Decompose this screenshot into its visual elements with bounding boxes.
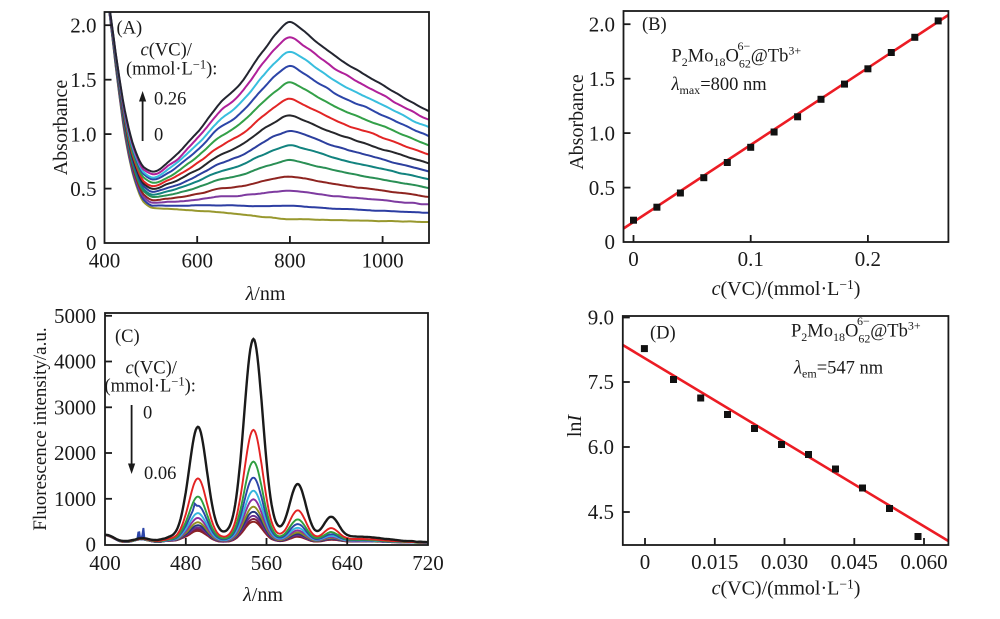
svg-text:Absorbance: Absorbance <box>566 74 588 170</box>
svg-text:c(VC)/: c(VC)/ <box>126 359 178 379</box>
svg-text:λ/nm: λ/nm <box>242 584 283 606</box>
svg-text:800: 800 <box>274 249 306 273</box>
svg-text:2000: 2000 <box>54 441 96 465</box>
svg-text:0: 0 <box>86 231 97 255</box>
svg-text:4.5: 4.5 <box>588 500 614 524</box>
svg-text:Fluorescence intensity/a.u.: Fluorescence intensity/a.u. <box>30 327 51 530</box>
svg-text:0.2: 0.2 <box>855 247 881 271</box>
svg-text:0.060: 0.060 <box>900 550 947 574</box>
svg-text:c(VC)/(mmol·L−1): c(VC)/(mmol·L−1) <box>712 277 861 300</box>
svg-text:0.1: 0.1 <box>738 247 764 271</box>
svg-text:Absorbance: Absorbance <box>50 80 72 176</box>
svg-text:(B): (B) <box>642 15 667 35</box>
svg-text:(C): (C) <box>115 327 140 347</box>
svg-text:1000: 1000 <box>362 249 404 273</box>
svg-text:lnI: lnI <box>564 414 586 438</box>
svg-text:0: 0 <box>143 404 152 424</box>
svg-text:400: 400 <box>89 551 121 575</box>
svg-text:λem=547 nm: λem=547 nm <box>793 359 884 381</box>
svg-text:5000: 5000 <box>54 304 96 328</box>
svg-text:0: 0 <box>86 533 97 557</box>
svg-text:7.5: 7.5 <box>588 370 614 394</box>
svg-text:560: 560 <box>251 551 283 575</box>
svg-text:0.045: 0.045 <box>831 550 878 574</box>
svg-text:6.0: 6.0 <box>588 435 614 459</box>
svg-text:λ/nm: λ/nm <box>245 283 286 305</box>
svg-text:1.0: 1.0 <box>589 121 615 145</box>
svg-text:2.0: 2.0 <box>70 13 96 37</box>
svg-text:0: 0 <box>605 230 616 254</box>
svg-text:1.5: 1.5 <box>589 67 615 91</box>
svg-text:c(VC)/(mmol·L−1): c(VC)/(mmol·L−1) <box>712 577 861 600</box>
svg-text:0.06: 0.06 <box>144 464 176 484</box>
svg-text:480: 480 <box>170 551 202 575</box>
svg-text:0.5: 0.5 <box>589 176 615 200</box>
svg-text:c(VC)/: c(VC)/ <box>141 41 193 61</box>
svg-text:(A): (A) <box>117 19 143 39</box>
svg-text:0.5: 0.5 <box>70 177 96 201</box>
svg-text:600: 600 <box>181 249 213 273</box>
svg-text:2.0: 2.0 <box>589 12 615 36</box>
svg-text:4000: 4000 <box>54 350 96 374</box>
svg-text:1000: 1000 <box>54 487 96 511</box>
svg-text:λmax=800 nm: λmax=800 nm <box>671 75 768 97</box>
svg-text:1.0: 1.0 <box>70 122 96 146</box>
svg-text:3000: 3000 <box>54 396 96 420</box>
svg-text:400: 400 <box>89 249 121 273</box>
svg-text:0.015: 0.015 <box>691 550 738 574</box>
svg-text:1.5: 1.5 <box>70 68 96 92</box>
svg-text:0: 0 <box>154 126 163 146</box>
svg-text:0: 0 <box>640 550 651 574</box>
svg-text:9.0: 9.0 <box>588 306 614 330</box>
svg-text:(D): (D) <box>650 324 676 344</box>
svg-text:640: 640 <box>331 551 363 575</box>
svg-text:0.030: 0.030 <box>761 550 808 574</box>
svg-text:720: 720 <box>412 551 444 575</box>
svg-text:0: 0 <box>628 247 639 271</box>
svg-text:0.26: 0.26 <box>154 89 186 109</box>
